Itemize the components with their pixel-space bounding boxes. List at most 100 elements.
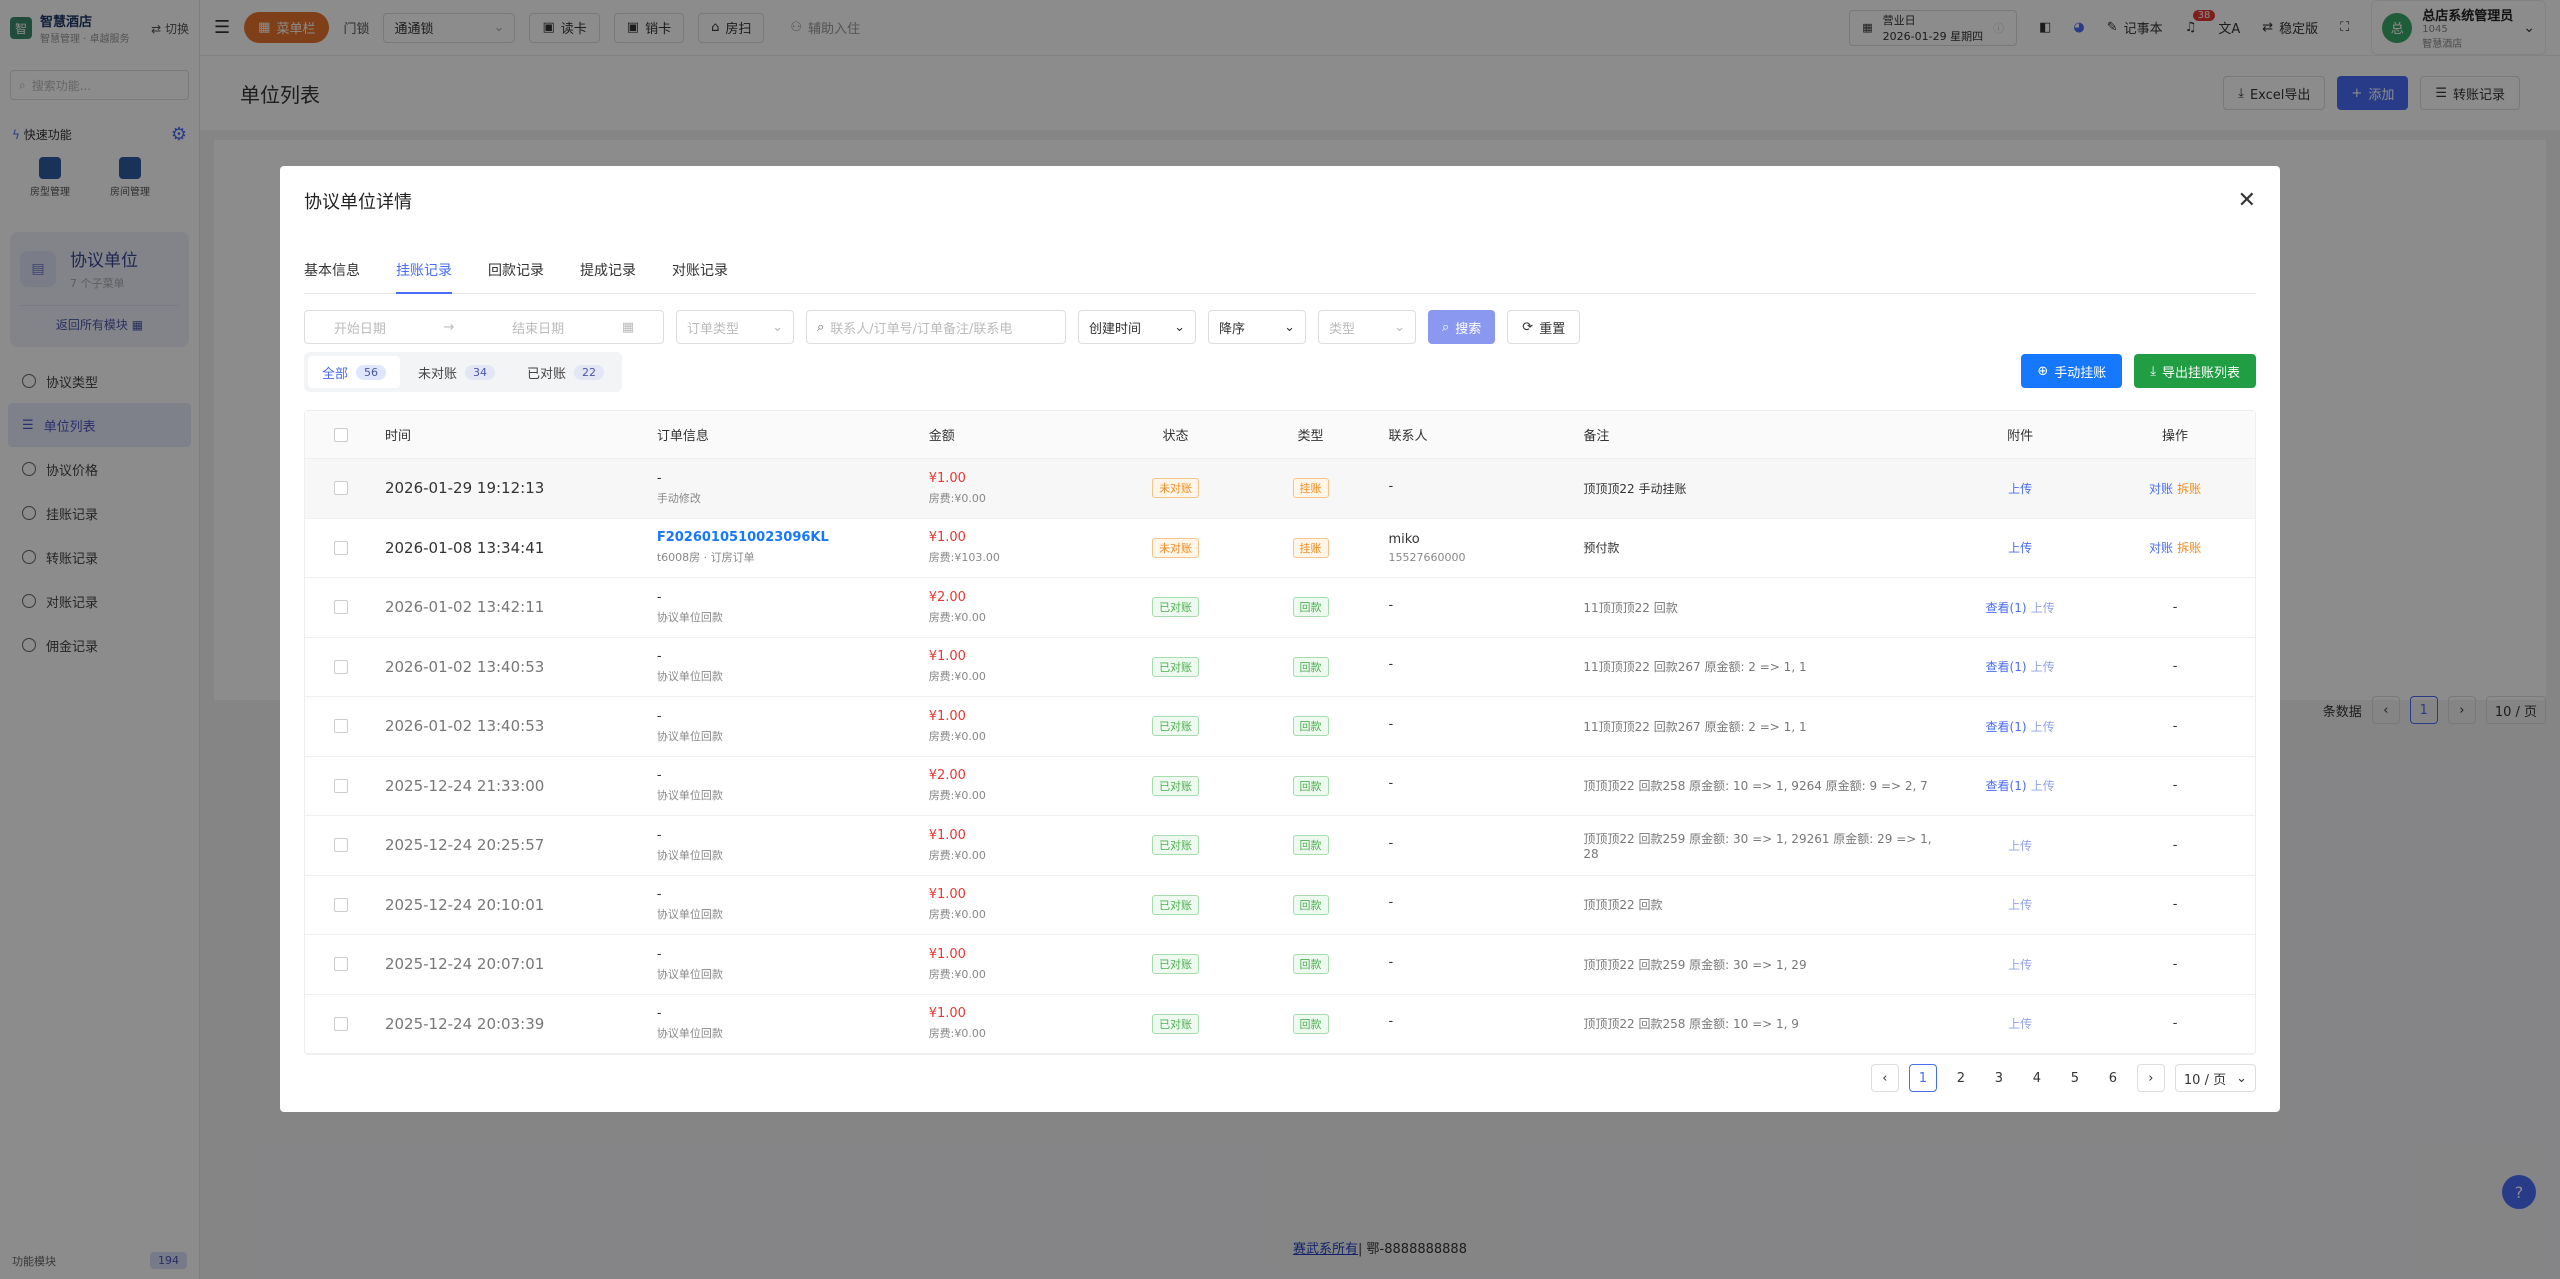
bell-icon[interactable]: ♫ 38 — [2185, 10, 2216, 35]
select-all-checkbox[interactable] — [333, 427, 348, 442]
sidebar-item-agreement-price[interactable]: 协议价格 — [0, 447, 199, 491]
sort-field-select[interactable]: 创建时间 ⌄ — [1078, 310, 1196, 344]
segment-reconciled[interactable]: 已对账 22 — [513, 356, 618, 388]
table-row[interactable]: 2026-01-02 13:40:53 - 协议单位回款 ¥1.00 房费:¥0.00 已… — [305, 638, 2255, 697]
row-checkbox[interactable] — [333, 838, 348, 853]
next-page-button[interactable]: › — [2447, 696, 2476, 724]
upload-link[interactable]: 上传 — [2030, 600, 2055, 615]
close-icon[interactable]: ✕ — [2237, 188, 2256, 213]
business-day[interactable]: ▦ 营业日 2026-01-29 星期四 ⓘ — [1849, 9, 2018, 46]
row-checkbox[interactable] — [333, 897, 348, 912]
switch-button[interactable]: ⇄ 切换 — [151, 20, 189, 37]
search-button[interactable]: ⌕ 搜索 — [1428, 310, 1496, 344]
upload-link[interactable]: 上传 — [2008, 957, 2033, 972]
excel-export-button[interactable]: ⤓ Excel导出 — [2223, 76, 2326, 110]
table-row[interactable]: 2025-12-24 20:03:39 - 协议单位回款 ¥1.00 房费:¥0.00 已… — [305, 995, 2255, 1054]
type-select[interactable]: 类型 ⌄ — [1318, 310, 1416, 344]
row-checkbox[interactable] — [333, 719, 348, 734]
tab-credit-records[interactable]: 挂账记录 — [396, 256, 452, 294]
reset-button[interactable]: ⟳ 重置 — [1507, 310, 1581, 344]
next-page-button[interactable]: › — [2136, 1064, 2165, 1092]
prev-page-button[interactable]: ‹ — [1870, 1064, 1899, 1092]
split-link[interactable]: 拆账 — [2177, 481, 2202, 496]
table-row[interactable]: 2025-12-24 20:10:01 - 协议单位回款 ¥1.00 房费:¥0.00 已… — [305, 876, 2255, 935]
tab-payment-records[interactable]: 回款记录 — [488, 263, 544, 279]
copyright-link[interactable]: 赛武系所有 — [1293, 1242, 1359, 1257]
upload-link[interactable]: 上传 — [2008, 541, 2033, 556]
page-button[interactable]: 1 — [1908, 1064, 1937, 1092]
sidebar-item-reconcile-records[interactable]: 对账记录 — [0, 579, 199, 623]
read-card-button[interactable]: ▣ 读卡 — [529, 12, 600, 43]
assist-checkin-button[interactable]: ⚇ 辅助入住 — [778, 13, 872, 43]
add-button[interactable]: + 添加 — [2337, 76, 2409, 110]
table-row[interactable]: 2026-01-02 13:42:11 - 协议单位回款 ¥2.00 房费:¥0.00 已… — [305, 578, 2255, 638]
manual-credit-button[interactable]: ⊕ 手动挂账 — [2021, 354, 2123, 388]
split-link[interactable]: 拆账 — [2177, 541, 2202, 556]
page-button[interactable]: 1 — [2409, 696, 2438, 724]
table-row[interactable]: 2025-12-24 20:25:57 - 协议单位回款 ¥1.00 房费:¥0.00 已… — [305, 816, 2255, 876]
book-icon[interactable]: ◧ — [2039, 20, 2052, 35]
stable-version-button[interactable]: ⇄ 稳定版 — [2262, 18, 2318, 37]
date-range-picker[interactable]: 开始日期 → 结束日期 ▦ — [304, 310, 664, 344]
upload-link[interactable]: 上传 — [2008, 838, 2033, 853]
view-attachment-link[interactable]: 查看(1) — [1985, 600, 2027, 615]
settings-gear-icon[interactable]: ⚙ — [170, 124, 187, 145]
upload-link[interactable]: 上传 — [2008, 1017, 2033, 1032]
back-to-modules-button[interactable]: 返回所有模块 ▦ — [20, 305, 179, 333]
cancel-card-button[interactable]: ▣ 销卡 — [613, 12, 685, 43]
table-row[interactable]: 2026-01-02 13:40:53 - 协议单位回款 ¥1.00 房费:¥0.00 已… — [305, 697, 2255, 757]
tab-reconcile-records[interactable]: 对账记录 — [672, 263, 728, 279]
palette-icon[interactable]: ◕ — [2073, 20, 2085, 35]
row-checkbox[interactable] — [333, 481, 348, 496]
upload-link[interactable]: 上传 — [2008, 898, 2033, 913]
row-checkbox[interactable] — [333, 659, 348, 674]
row-checkbox[interactable] — [333, 540, 348, 555]
export-credit-list-button[interactable]: ⤓ 导出挂账列表 — [2134, 354, 2256, 388]
help-icon[interactable]: ? — [2502, 1175, 2536, 1209]
table-row[interactable]: 2026-01-29 19:12:13 - 手动修改 ¥1.00 房费:¥0.00 未对账… — [305, 459, 2255, 519]
translate-icon[interactable]: 文A — [2218, 22, 2241, 37]
row-checkbox[interactable] — [333, 957, 348, 972]
keyword-input[interactable]: ⌕ 联系人/订单号/订单备注/联系电 — [806, 310, 1066, 344]
page-button[interactable]: 4 — [2032, 1070, 2042, 1086]
lock-select[interactable]: 通通锁 ⌄ — [383, 12, 516, 43]
table-row[interactable]: 2026-01-08 13:34:41 F2026010510023096KL t6… — [305, 519, 2255, 578]
page-size-select[interactable]: 10 / 页 ⌄ — [2174, 1064, 2256, 1092]
row-order-no[interactable]: F2026010510023096KL — [656, 530, 829, 546]
reconcile-link[interactable]: 对账 — [2148, 481, 2173, 496]
sidebar-item-transfer-records[interactable]: 转账记录 — [0, 535, 199, 579]
notebook-button[interactable]: ✎ 记事本 — [2107, 18, 2163, 37]
upload-link[interactable]: 上传 — [2008, 481, 2033, 496]
order-type-select[interactable]: 订单类型 ⌄ — [676, 310, 794, 344]
quick-item-room[interactable]: 房间管理 — [110, 157, 150, 198]
segment-unreconciled[interactable]: 未对账 34 — [404, 356, 509, 388]
sidebar-item-agreement-type[interactable]: 协议类型 — [0, 359, 199, 403]
reconcile-link[interactable]: 对账 — [2148, 541, 2173, 556]
row-checkbox[interactable] — [333, 600, 348, 615]
upload-link[interactable]: 上传 — [2030, 779, 2055, 794]
transfer-records-button[interactable]: ☰ 转账记录 — [2420, 76, 2520, 110]
sidebar-search-input[interactable]: ⌕ 搜索功能... — [10, 70, 189, 100]
tab-basic-info[interactable]: 基本信息 — [304, 263, 360, 279]
row-checkbox[interactable] — [333, 778, 348, 793]
upload-link[interactable]: 上传 — [2030, 719, 2055, 734]
page-button[interactable]: 2 — [1956, 1070, 1966, 1086]
sort-order-select[interactable]: 降序 ⌄ — [1208, 310, 1306, 344]
collapse-menu-icon[interactable]: ☰ — [214, 17, 231, 38]
sidebar-item-credit-records[interactable]: 挂账记录 — [0, 491, 199, 535]
table-row[interactable]: 2025-12-24 20:07:01 - 协议单位回款 ¥1.00 房费:¥0.00 已… — [305, 935, 2255, 995]
table-row[interactable]: 2025-12-24 21:33:00 - 协议单位回款 ¥2.00 房费:¥0.00 已… — [305, 757, 2255, 816]
view-attachment-link[interactable]: 查看(1) — [1985, 660, 2027, 675]
room-scan-button[interactable]: ⌂ 房扫 — [698, 12, 765, 43]
upload-link[interactable]: 上传 — [2030, 660, 2055, 675]
segment-all[interactable]: 全部 56 — [308, 356, 401, 388]
page-button[interactable]: 3 — [1994, 1070, 2004, 1086]
tab-commission-records[interactable]: 提成记录 — [580, 263, 636, 279]
sidebar-item-unit-list[interactable]: ☰ 单位列表 — [8, 403, 191, 447]
fullscreen-icon[interactable]: ⛶ — [2340, 20, 2350, 35]
view-attachment-link[interactable]: 查看(1) — [1985, 779, 2027, 794]
row-checkbox[interactable] — [333, 1016, 348, 1031]
quick-item-room-type[interactable]: 房型管理 — [30, 157, 70, 198]
sidebar-item-commission-records[interactable]: 佣金记录 — [0, 623, 199, 667]
prev-page-button[interactable]: ‹ — [2371, 696, 2400, 724]
